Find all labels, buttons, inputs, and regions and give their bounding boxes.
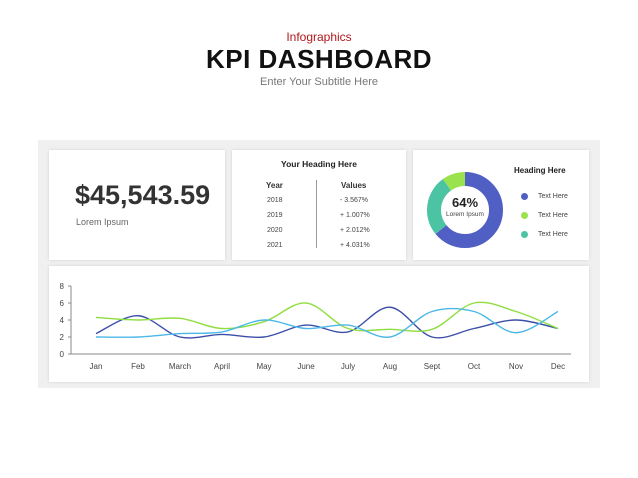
x-tick-label: June <box>297 362 315 371</box>
line-chart: 0 2 4 6 8 Jan Feb March April May June July Aug Sept O… <box>60 282 571 371</box>
line-chart-card: 0 2 4 6 8 Jan Feb March April May June July Aug Sept O… <box>49 266 589 382</box>
y-tick-label: 8 <box>60 282 65 291</box>
table-cell-value: + 1.007% <box>340 212 370 219</box>
series-line-3 <box>95 307 559 338</box>
x-tick-label: Dec <box>551 362 565 371</box>
x-tick-label: July <box>341 362 355 371</box>
donut-chart <box>427 172 503 248</box>
legend-item: Text Here <box>521 231 568 238</box>
legend-label: Text Here <box>538 193 568 200</box>
table-cell-year: 2021 <box>267 242 283 249</box>
x-tick-label: March <box>169 362 191 371</box>
legend-dot <box>521 193 528 200</box>
y-tick-label: 0 <box>60 350 65 359</box>
donut-segment <box>427 172 503 248</box>
y-tick-label: 6 <box>60 299 65 308</box>
table-cell-value: - 3.567% <box>340 197 369 204</box>
table-cell-value: + 2.012% <box>340 227 370 234</box>
donut-percent: 64% <box>451 195 479 210</box>
kpi-label: Lorem Ipsum <box>76 217 129 227</box>
donut-heading: Heading Here <box>514 166 566 175</box>
page-title: KPI DASHBOARD <box>205 44 433 74</box>
legend-dot <box>521 212 528 219</box>
kpi-card: $45,543.59 Lorem Ipsum <box>49 150 225 260</box>
column-header-year: Year <box>266 181 283 190</box>
y-tick-label: 4 <box>60 316 65 325</box>
donut-sub-label: Lorem Ipsum <box>446 211 484 218</box>
x-tick-label: April <box>214 362 230 371</box>
x-tick-label: Jan <box>90 362 103 371</box>
donut-card: 64% Lorem Ipsum Heading Here Text Here T… <box>413 150 589 260</box>
legend-label: Text Here <box>538 231 568 238</box>
kicker-text: Infographics <box>286 30 352 44</box>
donut-segment <box>427 172 503 248</box>
x-tick-label: Nov <box>509 362 523 371</box>
legend-label: Text Here <box>538 212 568 219</box>
x-tick-label: Oct <box>468 362 481 371</box>
table-card: Your Heading Here Year Values 2018 - 3.5… <box>232 150 406 260</box>
kpi-value: $45,543.59 <box>75 180 211 210</box>
x-tick-label: May <box>256 362 271 371</box>
x-tick-label: Sept <box>424 362 441 371</box>
table-cell-value: + 4.031% <box>340 242 370 249</box>
legend-item: Text Here <box>521 212 568 219</box>
series-line-2 <box>95 301 559 333</box>
x-tick-label: Aug <box>383 362 397 371</box>
y-tick-label: 2 <box>60 333 65 342</box>
table-heading: Your Heading Here <box>281 159 357 169</box>
table-cell-year: 2018 <box>267 197 283 204</box>
x-tick-label: Feb <box>131 362 145 371</box>
legend-item: Text Here <box>521 193 568 200</box>
legend-dot <box>521 231 528 238</box>
page-subtitle: Enter Your Subtitle Here <box>259 76 379 88</box>
table-cell-year: 2020 <box>267 227 283 234</box>
series-line-1 <box>95 306 559 339</box>
column-header-values: Values <box>341 181 367 190</box>
table-cell-year: 2019 <box>267 212 283 219</box>
table-divider <box>316 180 317 248</box>
